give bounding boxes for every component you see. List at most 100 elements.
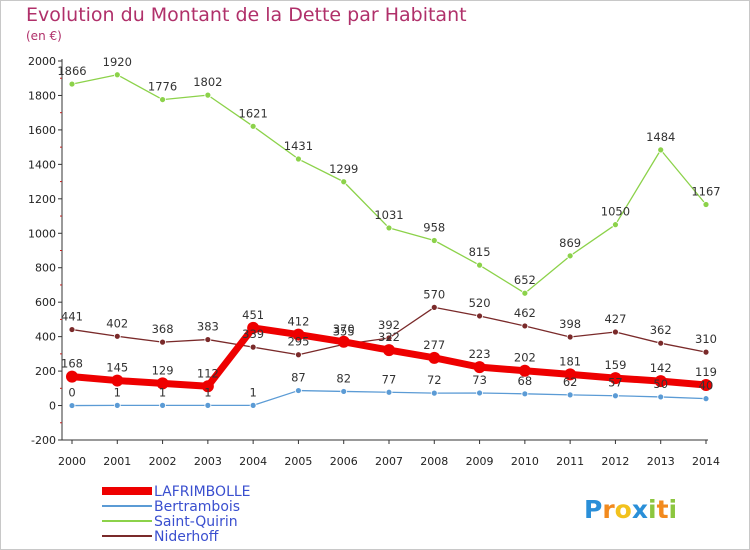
data-label-bertrambois: 1 — [114, 385, 121, 399]
legend-label-lafrimbolle: LAFRIMBOLLE — [154, 484, 251, 500]
x-tick-label: 2011 — [556, 455, 584, 468]
x-tick-label: 2007 — [375, 455, 403, 468]
data-point-saint-quirin — [385, 224, 393, 232]
data-label-lafrimbolle: 412 — [287, 315, 309, 329]
data-label-lafrimbolle: 145 — [106, 361, 128, 375]
data-point-lafrimbolle — [518, 364, 531, 377]
data-label-saint-quirin: 1167 — [691, 185, 720, 199]
data-point-niderhoff — [430, 303, 438, 311]
data-label-lafrimbolle: 142 — [650, 361, 672, 375]
data-point-bertrambois — [521, 390, 529, 398]
data-point-lafrimbolle — [609, 372, 622, 385]
x-tick-label: 2002 — [149, 455, 177, 468]
data-point-niderhoff — [159, 338, 166, 346]
data-label-bertrambois: 72 — [427, 373, 442, 387]
y-tick-label: 400 — [35, 331, 56, 344]
data-point-saint-quirin — [68, 80, 76, 88]
data-label-niderhoff: 441 — [61, 310, 83, 324]
data-label-bertrambois: 82 — [336, 371, 351, 385]
data-label-niderhoff: 339 — [242, 327, 264, 341]
data-label-saint-quirin: 958 — [423, 221, 445, 235]
data-point-niderhoff — [566, 333, 574, 341]
data-label-niderhoff: 310 — [695, 332, 717, 346]
data-point-lafrimbolle — [383, 344, 395, 357]
data-label-niderhoff: 570 — [423, 287, 445, 301]
data-label-bertrambois: 57 — [608, 376, 623, 390]
data-label-saint-quirin: 1866 — [57, 64, 86, 78]
data-point-niderhoff — [521, 322, 529, 330]
data-label-bertrambois: 68 — [518, 374, 533, 388]
data-label-bertrambois: 40 — [699, 379, 714, 393]
data-label-bertrambois: 77 — [382, 372, 397, 386]
data-point-lafrimbolle — [700, 379, 712, 392]
y-tick-label: 1400 — [28, 158, 56, 171]
data-label-lafrimbolle: 181 — [559, 354, 581, 368]
y-tick-label: 1200 — [28, 193, 56, 206]
data-point-lafrimbolle — [564, 368, 577, 381]
data-point-niderhoff — [68, 326, 76, 333]
data-point-saint-quirin — [430, 237, 438, 244]
data-label-bertrambois: 50 — [653, 377, 668, 391]
data-point-bertrambois — [113, 401, 121, 409]
data-point-saint-quirin — [657, 146, 665, 154]
data-point-niderhoff — [657, 339, 665, 347]
x-tick-label: 2006 — [330, 455, 358, 468]
data-point-niderhoff — [702, 348, 710, 356]
x-tick-label: 2005 — [284, 455, 312, 468]
data-point-niderhoff — [385, 334, 393, 342]
data-point-saint-quirin — [159, 96, 166, 103]
data-label-bertrambois: 1 — [159, 385, 166, 399]
data-label-bertrambois: 0 — [68, 386, 75, 400]
x-tick-label: 2000 — [58, 455, 86, 468]
data-label-saint-quirin: 652 — [514, 273, 536, 287]
data-point-bertrambois — [612, 392, 619, 400]
data-point-saint-quirin — [249, 122, 257, 130]
y-tick-label: -200 — [31, 434, 56, 447]
legend-label-niderhoff: Niderhoff — [154, 529, 219, 545]
y-tick-label: 0 — [49, 400, 56, 413]
data-point-bertrambois — [566, 391, 574, 399]
data-label-niderhoff: 398 — [559, 317, 581, 331]
data-point-lafrimbolle — [201, 380, 214, 393]
data-label-saint-quirin: 1050 — [601, 205, 630, 219]
data-point-bertrambois — [340, 388, 348, 395]
data-label-saint-quirin: 1920 — [103, 55, 132, 69]
data-point-saint-quirin — [612, 221, 619, 229]
data-point-niderhoff — [612, 328, 619, 336]
data-label-saint-quirin: 1431 — [284, 139, 313, 153]
data-point-saint-quirin — [476, 261, 483, 269]
data-label-lafrimbolle: 168 — [61, 357, 83, 371]
data-label-bertrambois: 87 — [291, 371, 306, 385]
y-tick-label: 600 — [35, 296, 56, 309]
data-point-lafrimbolle — [337, 335, 350, 348]
data-label-lafrimbolle: 202 — [514, 351, 536, 365]
data-point-bertrambois — [204, 401, 212, 409]
data-label-lafrimbolle: 223 — [469, 347, 491, 361]
legend-label-bertrambois: Bertrambois — [154, 499, 240, 515]
data-point-bertrambois — [159, 401, 166, 409]
data-point-niderhoff — [249, 343, 257, 351]
data-label-niderhoff: 402 — [106, 316, 128, 330]
data-label-saint-quirin: 1776 — [148, 80, 177, 94]
data-label-niderhoff: 462 — [514, 306, 536, 320]
data-label-saint-quirin: 1802 — [193, 75, 222, 89]
x-tick-label: 2001 — [103, 455, 131, 468]
data-point-niderhoff — [476, 312, 483, 320]
data-point-bertrambois — [476, 389, 483, 397]
data-point-niderhoff — [113, 332, 121, 340]
series-saint-quirin — [68, 71, 710, 297]
data-label-bertrambois: 1 — [204, 385, 211, 399]
data-point-saint-quirin — [566, 252, 574, 260]
data-point-lafrimbolle — [292, 328, 305, 341]
y-tick-label: 1000 — [28, 227, 56, 240]
data-point-lafrimbolle — [654, 375, 667, 388]
data-label-niderhoff: 520 — [469, 296, 491, 310]
x-tick-label: 2014 — [692, 455, 720, 468]
y-tick-label: 1600 — [28, 124, 56, 137]
data-point-bertrambois — [430, 389, 438, 397]
data-point-saint-quirin — [204, 91, 212, 99]
x-tick-label: 2009 — [466, 455, 494, 468]
data-point-lafrimbolle — [111, 374, 124, 387]
